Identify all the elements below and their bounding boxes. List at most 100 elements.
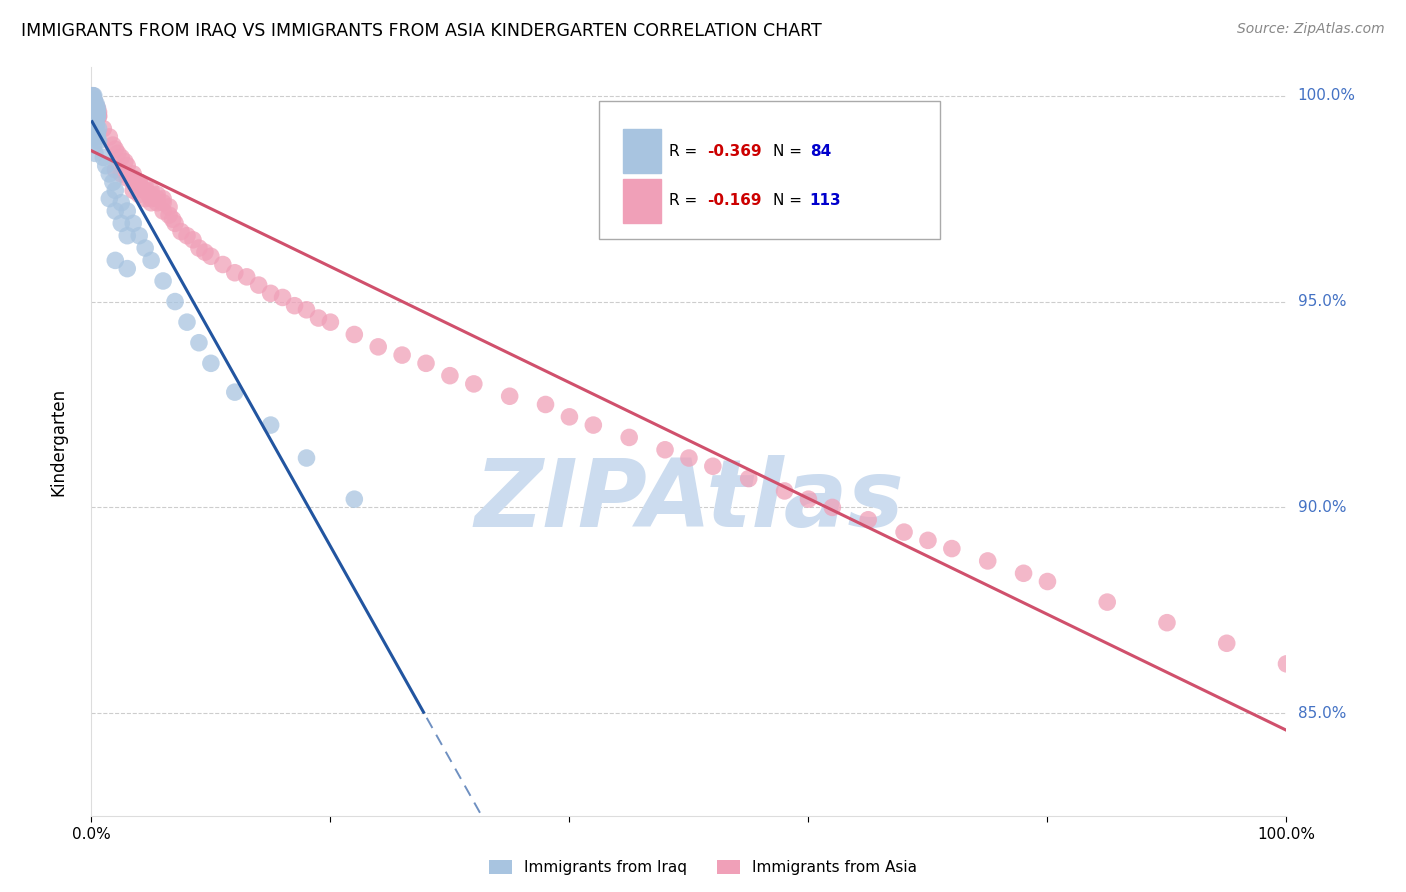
Point xyxy=(235,269,259,284)
Text: 84: 84 xyxy=(810,144,831,159)
Text: R =: R = xyxy=(669,194,702,209)
Point xyxy=(82,93,104,107)
Point xyxy=(138,187,160,202)
Point xyxy=(87,109,110,123)
Point xyxy=(101,138,124,153)
Point xyxy=(98,192,121,206)
Point xyxy=(582,418,605,433)
Point xyxy=(200,356,222,370)
Point xyxy=(84,113,107,128)
Text: IMMIGRANTS FROM IRAQ VS IMMIGRANTS FROM ASIA KINDERGARTEN CORRELATION CHART: IMMIGRANTS FROM IRAQ VS IMMIGRANTS FROM … xyxy=(21,22,823,40)
Point xyxy=(893,525,915,540)
Point xyxy=(284,299,307,313)
Point xyxy=(84,105,107,120)
Point xyxy=(194,245,217,260)
Point xyxy=(152,204,174,219)
Point xyxy=(82,105,104,120)
Point xyxy=(98,167,121,181)
Point xyxy=(343,327,366,342)
Point xyxy=(163,216,186,230)
Point xyxy=(83,109,105,123)
Point xyxy=(134,183,156,197)
Point xyxy=(170,225,193,239)
Point xyxy=(104,183,127,197)
Point xyxy=(84,97,107,112)
Point xyxy=(295,302,318,317)
Point xyxy=(93,151,114,165)
Point xyxy=(110,195,132,210)
Point xyxy=(141,195,162,210)
Point xyxy=(104,204,127,219)
Point xyxy=(82,105,104,120)
Point xyxy=(83,97,105,112)
Point xyxy=(157,208,180,222)
Point xyxy=(259,418,281,433)
Point xyxy=(84,113,107,128)
Point xyxy=(86,101,108,115)
Point xyxy=(84,105,107,120)
Point xyxy=(343,492,366,507)
Point xyxy=(86,105,108,120)
Point xyxy=(86,101,108,115)
Point xyxy=(84,97,107,112)
Point xyxy=(162,212,184,227)
Point xyxy=(94,159,117,173)
Point xyxy=(101,175,124,189)
Point xyxy=(83,113,105,128)
Point xyxy=(128,179,150,194)
Point xyxy=(115,228,138,243)
Text: 100.0%: 100.0% xyxy=(1298,88,1355,103)
Point xyxy=(83,109,105,123)
Point xyxy=(821,500,844,515)
Point xyxy=(84,109,107,123)
Point xyxy=(83,101,105,115)
Point xyxy=(110,167,132,181)
Point xyxy=(115,204,138,219)
Point xyxy=(84,101,107,115)
Point xyxy=(115,171,138,186)
Point xyxy=(498,389,520,403)
Y-axis label: Kindergarten: Kindergarten xyxy=(49,387,67,496)
Point xyxy=(259,286,281,301)
Point xyxy=(176,315,198,329)
Point xyxy=(93,121,114,136)
Point xyxy=(134,183,156,197)
Point xyxy=(917,533,939,548)
Point xyxy=(82,93,104,107)
Point xyxy=(84,101,107,115)
Point xyxy=(82,101,104,115)
Point xyxy=(84,105,107,120)
Point xyxy=(146,192,169,206)
Point xyxy=(83,121,105,136)
Point xyxy=(141,187,162,202)
Point xyxy=(84,113,107,128)
Point xyxy=(82,93,104,107)
Point xyxy=(84,101,107,115)
Point xyxy=(122,167,145,181)
Point xyxy=(152,274,174,288)
Point xyxy=(82,118,104,132)
Legend: Immigrants from Iraq, Immigrants from Asia: Immigrants from Iraq, Immigrants from As… xyxy=(488,861,918,875)
Point xyxy=(187,241,211,255)
Point xyxy=(134,192,156,206)
Point xyxy=(128,175,150,189)
Point xyxy=(84,118,107,132)
Point xyxy=(83,93,105,107)
Text: 95.0%: 95.0% xyxy=(1298,294,1346,309)
Point xyxy=(86,109,108,123)
Point xyxy=(84,101,107,115)
Point xyxy=(87,105,110,120)
Point xyxy=(115,159,138,173)
Point xyxy=(83,138,105,153)
Point xyxy=(83,93,105,107)
Point xyxy=(87,121,110,136)
Point xyxy=(82,93,104,107)
Text: -0.369: -0.369 xyxy=(707,144,762,159)
Point xyxy=(1215,636,1237,650)
Point xyxy=(1156,615,1178,630)
Point xyxy=(84,101,107,115)
Point xyxy=(271,290,294,304)
Point xyxy=(737,472,759,486)
Point xyxy=(82,101,104,115)
Point xyxy=(181,233,204,247)
